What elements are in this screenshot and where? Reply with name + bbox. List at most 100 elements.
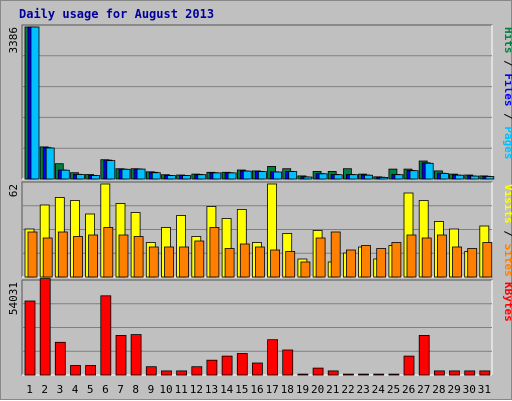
bar-kbytes-day-24 — [373, 373, 385, 376]
x-tick-day-11: 11 — [175, 383, 188, 396]
bar-sites-day-6 — [103, 227, 114, 278]
bar-kbytes-day-29 — [449, 370, 460, 376]
x-tick-day-22: 22 — [341, 383, 354, 396]
y-axis-label-part: / — [502, 54, 512, 74]
x-tick-day-25: 25 — [387, 383, 400, 396]
bar-pages-day-14 — [227, 172, 237, 180]
bar-sites-day-30 — [467, 248, 478, 278]
x-tick-day-21: 21 — [326, 383, 339, 396]
bar-pages-day-5 — [91, 175, 100, 180]
bar-sites-day-27 — [421, 237, 432, 278]
x-tick-day-19: 19 — [296, 383, 309, 396]
y-axis-label-part: / — [502, 224, 512, 244]
x-tick-day-1: 1 — [26, 383, 33, 396]
bar-kbytes-day-30 — [464, 370, 476, 376]
bar-kbytes-day-6 — [100, 295, 112, 376]
bar-kbytes-day-20 — [312, 367, 324, 376]
bar-pages-day-24 — [379, 176, 389, 180]
bar-pages-day-22 — [348, 174, 358, 180]
x-tick-day-17: 17 — [266, 383, 279, 396]
bar-sites-day-18 — [285, 251, 296, 278]
bar-sites-day-26 — [406, 234, 417, 278]
bar-pages-day-17 — [273, 171, 283, 180]
chart-title: Daily usage for August 2013 — [19, 7, 214, 21]
bar-kbytes-day-15 — [236, 353, 248, 376]
bar-pages-day-19 — [303, 176, 313, 180]
y-axis-label-part: Pages — [502, 126, 512, 159]
bar-kbytes-day-9 — [145, 366, 157, 376]
bar-sites-day-29 — [452, 246, 462, 278]
x-tick-day-23: 23 — [356, 383, 369, 396]
bar-kbytes-day-25 — [388, 373, 400, 376]
bar-pages-day-12 — [197, 174, 207, 180]
x-tick-day-20: 20 — [311, 383, 324, 396]
bar-sites-day-3 — [57, 231, 68, 278]
x-tick-day-18: 18 — [281, 383, 294, 396]
y-axis-label-kbytes: KBytes — [502, 282, 512, 322]
bar-pages-day-20 — [318, 173, 328, 180]
bar-pages-day-15 — [242, 170, 252, 180]
bar-sites-day-4 — [73, 236, 83, 278]
bar-kbytes-day-11 — [176, 370, 188, 376]
bar-kbytes-day-21 — [327, 370, 339, 376]
y-axis-label-hits-files-pages: Hits / Files / Pages — [502, 27, 512, 160]
bar-pages-day-26 — [409, 170, 419, 180]
x-tick-day-16: 16 — [250, 383, 263, 396]
bar-sites-day-19 — [300, 261, 311, 278]
bar-kbytes-day-22 — [342, 373, 354, 376]
bar-sites-day-14 — [224, 248, 235, 278]
bar-sites-day-11 — [179, 246, 190, 278]
x-tick-day-8: 8 — [132, 383, 139, 396]
bar-pages-day-10 — [167, 175, 176, 180]
bar-sites-day-8 — [133, 236, 144, 278]
bar-kbytes-day-14 — [221, 355, 233, 376]
bar-sites-day-2 — [42, 237, 53, 278]
bar-sites-day-13 — [209, 227, 220, 278]
x-tick-day-4: 4 — [72, 383, 79, 396]
x-tick-day-27: 27 — [417, 383, 430, 396]
bar-sites-day-25 — [391, 242, 402, 278]
bar-kbytes-day-7 — [115, 334, 127, 376]
x-tick-day-10: 10 — [159, 383, 172, 396]
y-axis-label-part: Files — [502, 73, 512, 106]
bar-sites-day-31 — [482, 242, 493, 278]
bar-kbytes-day-31 — [479, 370, 491, 376]
y-max-label: 3386 — [7, 27, 20, 54]
bar-kbytes-day-23 — [358, 373, 369, 376]
x-tick-day-13: 13 — [205, 383, 218, 396]
bar-pages-day-4 — [76, 174, 85, 180]
bar-pages-day-23 — [364, 174, 373, 180]
bar-sites-day-24 — [376, 248, 387, 278]
bar-pages-day-27 — [424, 162, 434, 180]
bar-pages-day-18 — [288, 171, 298, 180]
bar-kbytes-day-5 — [85, 365, 96, 376]
x-tick-day-30: 30 — [463, 383, 476, 396]
bar-sites-day-22 — [345, 249, 356, 278]
bar-kbytes-day-28 — [433, 370, 445, 376]
bar-pages-day-30 — [470, 175, 480, 180]
x-tick-day-29: 29 — [447, 383, 460, 396]
y-max-label: 54031 — [7, 282, 20, 315]
bar-kbytes-day-3 — [54, 341, 66, 376]
panel-visits-sites: 62 Visits / Sites — [7, 181, 512, 278]
bar-pages-day-16 — [257, 171, 267, 180]
bar-kbytes-day-8 — [130, 334, 142, 376]
bar-kbytes-day-16 — [251, 362, 263, 376]
bar-pages-day-28 — [439, 172, 449, 180]
bar-pages-day-8 — [136, 168, 146, 180]
bar-pages-day-29 — [455, 174, 464, 180]
bar-kbytes-day-1 — [24, 300, 36, 376]
bar-sites-day-5 — [88, 234, 98, 278]
y-axis-label-part: KBytes — [502, 282, 512, 322]
x-tick-day-7: 7 — [117, 383, 124, 396]
y-axis-label-part: / — [502, 107, 512, 127]
bar-sites-day-10 — [164, 246, 174, 278]
chart-panels: 3386 Hits / Files / Pages 62 Visits / Sites… — [7, 24, 512, 376]
bar-kbytes-day-10 — [161, 370, 172, 376]
bar-kbytes-day-4 — [70, 365, 81, 376]
bar-pages-day-31 — [485, 176, 495, 180]
x-tick-day-15: 15 — [235, 383, 248, 396]
bar-pages-day-9 — [151, 172, 161, 180]
bar-sites-day-12 — [194, 240, 205, 278]
